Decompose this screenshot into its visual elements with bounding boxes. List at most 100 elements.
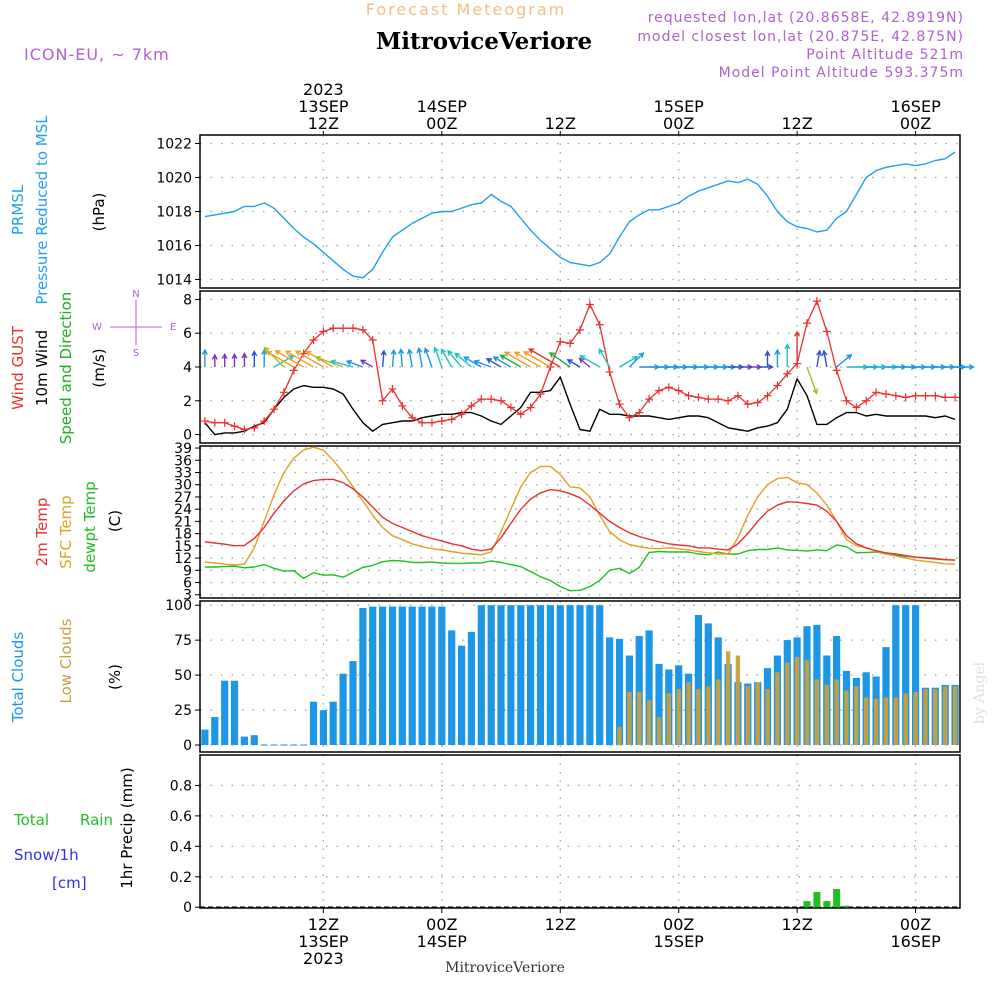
low-cloud-bar — [873, 698, 879, 745]
total-cloud-bar — [566, 605, 574, 745]
bottom-time-label: 12Z — [308, 915, 339, 934]
gust-marker — [783, 369, 792, 378]
y-tick-label: 25 — [174, 703, 192, 719]
closest-coords: model closest lon,lat (20.875E, 42.875N) — [637, 29, 964, 45]
rain-bar — [813, 892, 821, 908]
y-tick-label: 1022 — [156, 137, 192, 153]
model-altitude: Model Point Altitude 593.375m — [719, 65, 964, 81]
compass-south: S — [133, 348, 139, 359]
total-cloud-bar — [477, 605, 485, 745]
temp-sfc-label: SFC Temp — [57, 495, 75, 568]
bottom-time-label: 12Z — [545, 915, 576, 934]
total-cloud-bar — [240, 736, 248, 745]
y-tick-label: 21 — [174, 514, 192, 530]
gust-marker — [931, 391, 940, 400]
panel-frame — [199, 134, 961, 289]
wind-direction-arrow — [528, 348, 561, 368]
y-tick-label: 8 — [183, 292, 192, 308]
low-cloud-bar — [785, 662, 790, 745]
gust-marker — [210, 418, 219, 427]
y-tick-label: 1016 — [156, 239, 192, 255]
wind-direction-arrow — [263, 346, 285, 368]
y-tick-label: 0.4 — [170, 839, 192, 855]
panel-clouds: 0 25 50 75 100 — [165, 598, 961, 754]
wind-10m-label: 10m Wind — [33, 330, 51, 406]
gust-marker — [358, 325, 367, 334]
total-cloud-bar — [586, 605, 594, 745]
low-cloud-bar — [933, 689, 938, 745]
low-cloud-bar — [814, 679, 820, 745]
gust-marker — [200, 417, 209, 426]
y-tick-label: 27 — [174, 490, 192, 506]
temp-2m-label: 2m Temp — [33, 498, 51, 567]
top-time-label: 16SEP — [890, 97, 941, 116]
low-cloud-bar — [627, 691, 632, 745]
gust-marker — [753, 398, 762, 407]
compass-east: E — [170, 322, 176, 333]
gust-marker — [595, 320, 604, 329]
low-cloud-bar — [824, 684, 829, 745]
low-cloud-bar — [844, 690, 849, 745]
gust-marker — [585, 300, 594, 309]
gust-marker — [891, 391, 900, 400]
pressure-line — [204, 151, 956, 279]
y-tick-label: 9 — [183, 563, 192, 579]
y-tick-label: 18 — [174, 527, 192, 543]
gust-marker — [615, 400, 624, 409]
low-cloud-bar — [893, 697, 898, 745]
low-cloud-bar — [725, 651, 731, 745]
wind-direction-arrow — [241, 352, 248, 367]
y-tick-label: 24 — [174, 502, 192, 518]
y-tick-label: 1018 — [156, 205, 192, 221]
low-cloud-bar — [952, 686, 958, 745]
point-altitude: Point Altitude 521m — [806, 47, 964, 63]
low-cloud-bar — [923, 689, 928, 745]
top-time-label: 00Z — [663, 114, 694, 133]
wind-direction-arrow — [836, 353, 853, 368]
total-cloud-bar — [221, 680, 229, 745]
total-cloud-bar — [379, 606, 387, 745]
wind-direction-arrow — [251, 350, 258, 367]
temp-unit: (C) — [106, 510, 124, 532]
gust-marker — [230, 422, 239, 431]
total-cloud-bar — [428, 606, 436, 745]
wind-direction-arrow — [447, 349, 463, 368]
wind-direction-arrow — [423, 347, 433, 368]
wind-direction-arrow — [548, 352, 571, 368]
total-cloud-bar — [536, 605, 545, 745]
wind-direction-arrow — [955, 363, 975, 371]
total-cloud-bar — [882, 647, 890, 745]
low-cloud-bar — [617, 726, 622, 745]
gust-marker — [467, 401, 476, 410]
wind-direction-arrow — [774, 348, 781, 367]
total-cloud-bar — [487, 605, 495, 745]
wind-gust-label: Wind GUST — [9, 325, 27, 410]
y-tick-label: 0 — [183, 900, 192, 916]
rain-bar — [823, 901, 831, 908]
total-cloud-bar — [467, 631, 475, 746]
gust-marker — [704, 395, 713, 404]
total-cloud-bar — [546, 605, 554, 745]
gust-marker — [368, 335, 377, 344]
wind-direction-arrow — [345, 359, 364, 368]
rain-bar — [803, 901, 811, 908]
precip-snow-label: Snow/1h — [14, 846, 79, 864]
precip-unit: 1hr Precip (mm) — [118, 767, 136, 888]
gust-marker — [625, 413, 634, 422]
gust-marker — [348, 324, 357, 333]
wind-direction-arrow — [492, 356, 512, 368]
gust-marker — [220, 418, 229, 427]
y-tick-label: 50 — [174, 668, 192, 684]
gust-marker — [921, 391, 930, 400]
gust-marker — [674, 386, 683, 395]
gust-marker — [398, 401, 407, 410]
total-cloud-bar — [398, 606, 406, 745]
gust-marker — [901, 393, 910, 402]
wind-direction-arrow — [503, 351, 531, 368]
gust-marker — [408, 413, 417, 422]
bottom-time-label: 00Z — [900, 915, 931, 934]
low-cloud-bar — [755, 682, 760, 745]
low-cloud-bar — [735, 655, 741, 745]
